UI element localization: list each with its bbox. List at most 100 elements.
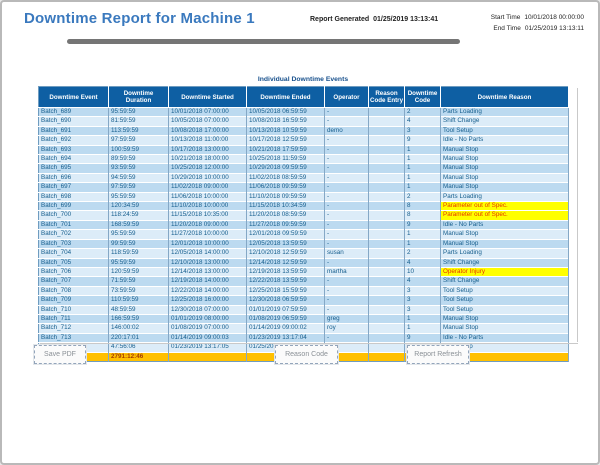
cell-entry xyxy=(368,210,405,221)
cell-duration: 48:59:59 xyxy=(108,304,169,315)
cell-started: 01/23/2019 13:17:05 xyxy=(168,342,247,353)
cell-entry xyxy=(368,342,405,353)
cell-started: 10/17/2018 13:00:00 xyxy=(168,144,247,155)
column-header-6: Downtime Code xyxy=(404,86,441,108)
cell-started: 10/13/2018 11:00:00 xyxy=(168,135,247,146)
cell-operator: - xyxy=(324,210,369,221)
cell-entry xyxy=(368,285,405,296)
total-empty-cell xyxy=(324,351,369,362)
cell-reason: Tool Setup xyxy=(440,125,569,136)
cell-reason: Idle - No Parts xyxy=(440,135,569,146)
cell-operator: - xyxy=(324,304,369,315)
header-separator-bar xyxy=(67,39,460,44)
cell-operator: - xyxy=(324,106,369,117)
cell-code: 1 xyxy=(404,323,441,334)
cell-operator: - xyxy=(324,295,369,306)
cell-duration: 110:59:59 xyxy=(108,295,169,306)
cell-entry xyxy=(368,229,405,240)
cell-started: 01/01/2019 08:00:00 xyxy=(168,313,247,324)
cell-event: Batch_713 xyxy=(38,332,109,343)
cell-event: Batch_704 xyxy=(38,248,109,258)
cell-duration: 97:59:59 xyxy=(108,182,169,193)
cell-operator: - xyxy=(324,229,369,240)
cell-code: 1 xyxy=(404,154,441,164)
column-header-0: Downtime Event xyxy=(38,86,109,108)
cell-duration: 73:59:59 xyxy=(108,285,169,296)
cell-code: 2 xyxy=(404,191,441,202)
cell-entry xyxy=(368,125,405,136)
column-header-4: Operator xyxy=(324,86,369,108)
table-row: Batch_707 71:59:59 12/19/2018 14:00:00 12/2… xyxy=(38,276,569,287)
report-generated: Report Generated 01/25/2019 13:13:41 xyxy=(310,16,438,23)
cell-code: 3 xyxy=(404,285,441,296)
cell-reason: Manual Stop xyxy=(440,163,569,174)
table-row: Batch_706 120:59:59 12/14/2018 13:00:00 12/… xyxy=(38,266,569,277)
cell-operator: greg xyxy=(324,313,369,324)
cell-operator: - xyxy=(324,285,369,296)
cell-started: 12/01/2018 10:00:00 xyxy=(168,238,247,249)
cell-reason: Tool Setup xyxy=(440,285,569,296)
total-empty-cell xyxy=(368,351,405,362)
cell-event: Batch_692 xyxy=(38,135,109,146)
cell-operator: - xyxy=(324,332,369,343)
cell-ended: 12/14/2018 12:59:59 xyxy=(246,257,325,268)
cell-duration: 95:59:59 xyxy=(108,257,169,268)
cell-duration: 89:59:59 xyxy=(108,154,169,164)
cell-entry xyxy=(368,135,405,146)
cell-ended: 12/25/2018 15:59:59 xyxy=(246,285,325,296)
table-row: Batch_691 113:59:59 10/08/2018 17:00:00 10/… xyxy=(38,125,569,136)
cell-event: Batch_699 xyxy=(38,201,109,211)
cell-code: 4 xyxy=(404,257,441,268)
time-block: Start Time 10/01/2018 00:00:00 End Time 01… xyxy=(491,12,584,34)
cell-reason: Parts Loading xyxy=(440,191,569,202)
cell-duration: 113:59:59 xyxy=(108,125,169,136)
cell-started: 12/10/2018 13:00:00 xyxy=(168,257,247,268)
cell-code: 1 xyxy=(404,238,441,249)
cell-code: 2 xyxy=(404,106,441,117)
cell-reason: Idle - No Parts xyxy=(440,332,569,343)
cell-event: Batch_710 xyxy=(38,304,109,315)
cell-event: Batch_709 xyxy=(38,295,109,306)
cell-entry xyxy=(368,295,405,306)
cell-code: 1 xyxy=(404,172,441,183)
cell-duration: 146:00:02 xyxy=(108,323,169,334)
cell-duration: 71:59:59 xyxy=(108,276,169,287)
cell-operator: - xyxy=(324,182,369,193)
reason-code-button[interactable]: Reason Code xyxy=(275,345,338,364)
cell-duration: 118:24:59 xyxy=(108,210,169,221)
cell-started: 10/29/2018 10:00:00 xyxy=(168,172,247,183)
cell-ended: 01/08/2019 06:59:59 xyxy=(246,313,325,324)
cell-operator: - xyxy=(324,201,369,211)
cell-code: 9 xyxy=(404,332,441,343)
cell-duration: 97:59:59 xyxy=(108,135,169,146)
cell-operator: - xyxy=(324,144,369,155)
cell-duration: 118:59:59 xyxy=(108,248,169,258)
cell-reason: Shift Change xyxy=(440,116,569,127)
cell-code: 10 xyxy=(404,266,441,277)
cell-started: 11/20/2018 09:00:00 xyxy=(168,219,247,230)
cell-started: 10/08/2018 17:00:00 xyxy=(168,125,247,136)
report-refresh-button[interactable]: Report Refresh xyxy=(407,345,469,364)
table-row: Batch_696 94:59:59 10/29/2018 10:00:00 11/0… xyxy=(38,172,569,183)
cell-event: Batch_701 xyxy=(38,219,109,230)
cell-duration: 220:17:01 xyxy=(108,332,169,343)
cell-entry xyxy=(368,238,405,249)
cell-event: Batch_695 xyxy=(38,163,109,174)
cell-entry xyxy=(368,163,405,174)
column-header-2: Downtime Started xyxy=(168,86,247,108)
cell-ended: 12/22/2018 13:59:59 xyxy=(246,276,325,287)
cell-entry xyxy=(368,323,405,334)
cell-duration: 120:59:59 xyxy=(108,266,169,277)
cell-entry xyxy=(368,248,405,258)
cell-duration: 120:34:59 xyxy=(108,201,169,211)
start-time-value: 10/01/2018 00:00:00 xyxy=(524,14,584,21)
cell-operator: - xyxy=(324,238,369,249)
cell-ended: 10/21/2018 17:59:59 xyxy=(246,144,325,155)
cell-started: 11/27/2018 10:00:00 xyxy=(168,229,247,240)
save-pdf-button[interactable]: Save PDF xyxy=(34,345,86,364)
cell-ended: 01/14/2019 09:00:02 xyxy=(246,323,325,334)
cell-code: 1 xyxy=(404,313,441,324)
cell-entry xyxy=(368,106,405,117)
cell-reason: Parts Loading xyxy=(440,248,569,258)
cell-reason: Manual Stop xyxy=(440,144,569,155)
